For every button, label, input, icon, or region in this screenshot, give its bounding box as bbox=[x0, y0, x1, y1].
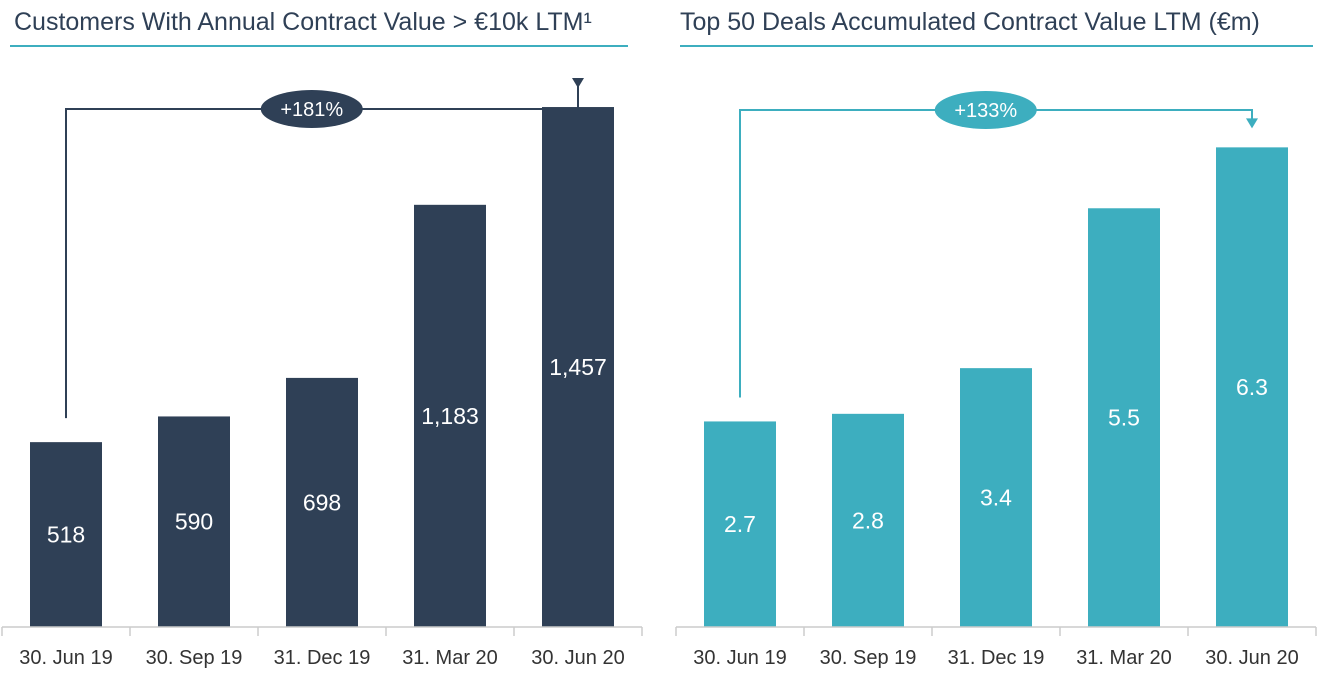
growth-badge bbox=[260, 90, 363, 128]
bars-group: 518 590 698 1,183 1,457 bbox=[30, 107, 614, 627]
x-tick-label: 31. Mar 20 bbox=[402, 647, 498, 669]
x-tick-label: 30. Jun 19 bbox=[19, 647, 112, 669]
bar-value-label: 5.5 bbox=[1108, 405, 1140, 431]
x-tick-label: 30. Jun 20 bbox=[1205, 647, 1298, 669]
bar bbox=[1216, 147, 1288, 628]
bar-value-label: 1,457 bbox=[549, 354, 607, 380]
chart-title: Customers With Annual Contract Value > €… bbox=[14, 8, 592, 36]
x-tick-label: 30. Jun 20 bbox=[531, 647, 624, 669]
bars-group: 2.7 2.8 3.4 5.5 6.3 bbox=[704, 147, 1288, 628]
growth-badge-label: +133% bbox=[954, 100, 1017, 122]
bar-value-label: 2.8 bbox=[852, 507, 884, 533]
bar bbox=[832, 413, 904, 627]
x-tick-label: 31. Dec 19 bbox=[274, 647, 371, 669]
bar bbox=[286, 377, 358, 627]
x-tick-label: 30. Jun 19 bbox=[693, 647, 786, 669]
bar bbox=[704, 421, 776, 627]
growth-arrowhead bbox=[1246, 118, 1258, 129]
growth-connector-line bbox=[739, 109, 1253, 398]
growth-annotation: +133% bbox=[739, 91, 1258, 398]
bar bbox=[1088, 208, 1160, 627]
x-axis: 30. Jun 19 30. Sep 19 31. Dec 19 31. Mar 20… bbox=[1, 626, 643, 669]
bar-value-label: 2.7 bbox=[724, 511, 756, 537]
growth-connector-line bbox=[65, 79, 579, 419]
bar bbox=[542, 107, 614, 627]
bar-value-label: 1,183 bbox=[421, 403, 479, 429]
x-axis: 30. Jun 19 30. Sep 19 31. Dec 19 31. Mar 20… bbox=[675, 626, 1317, 669]
chart-panel-top50-deals: Top 50 Deals Accumulated Contract Value … bbox=[675, 8, 1317, 669]
x-tick-label: 30. Sep 19 bbox=[820, 647, 917, 669]
growth-badge bbox=[934, 91, 1037, 129]
chart-title: Top 50 Deals Accumulated Contract Value … bbox=[680, 8, 1260, 36]
chart-panel-customers: Customers With Annual Contract Value > €… bbox=[1, 8, 643, 669]
x-tick-label: 31. Dec 19 bbox=[948, 647, 1045, 669]
bar-value-label: 698 bbox=[303, 489, 341, 515]
bar-value-label: 3.4 bbox=[980, 485, 1012, 511]
growth-badge-label: +181% bbox=[280, 99, 343, 121]
bar-value-label: 590 bbox=[175, 509, 213, 535]
bar-value-label: 518 bbox=[47, 522, 85, 548]
bar bbox=[158, 416, 230, 627]
x-tick-label: 30. Sep 19 bbox=[146, 647, 243, 669]
bar-value-label: 6.3 bbox=[1236, 374, 1268, 400]
x-tick-label: 31. Mar 20 bbox=[1076, 647, 1172, 669]
bar bbox=[30, 442, 102, 627]
bar bbox=[960, 368, 1032, 627]
bar bbox=[414, 204, 486, 627]
growth-arrowhead bbox=[572, 78, 584, 89]
growth-annotation: +181% bbox=[65, 78, 584, 419]
